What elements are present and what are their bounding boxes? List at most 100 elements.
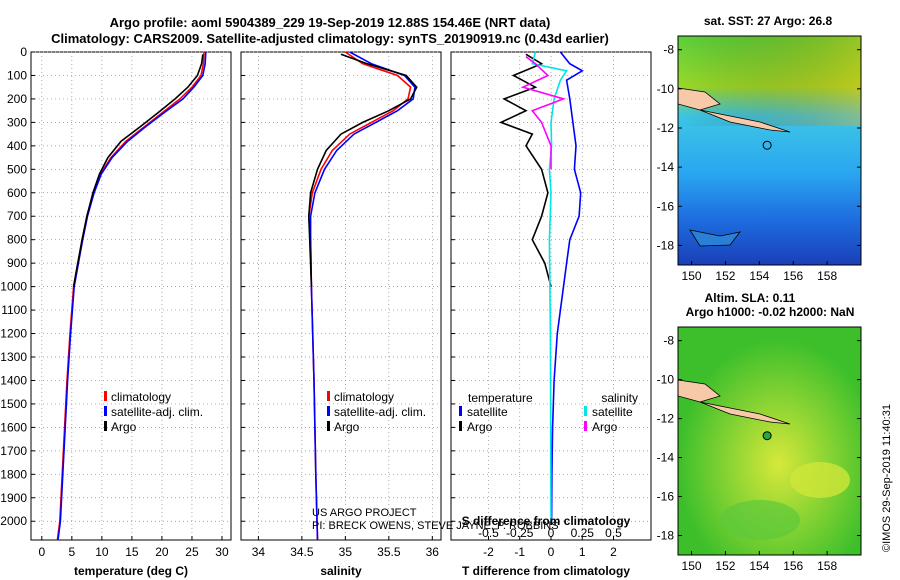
x-tick-label: 2: [610, 545, 617, 559]
legend-s-satellite-label: satellite: [592, 405, 633, 419]
legend-satellite-swatch: [327, 406, 330, 416]
y-tick-label: 100: [7, 68, 27, 82]
sst-warm-tint: [678, 36, 861, 126]
x-tick-label: 35.5: [377, 545, 401, 559]
legend-climatology-swatch: [327, 391, 330, 401]
legend-temperature-heading: temperature: [468, 391, 533, 405]
y-tick-label: 600: [7, 186, 27, 200]
lat-tick-label: -18: [657, 529, 675, 543]
y-tick-label: 1200: [0, 327, 27, 341]
y-tick-label: 900: [7, 256, 27, 270]
series-line: [72, 54, 204, 287]
temperature-panel-frame: [30, 51, 232, 541]
x-tick-label: 30: [215, 545, 229, 559]
sst-map-frame: [677, 35, 862, 266]
lon-tick-label: 152: [715, 269, 735, 283]
legend-t-argo-swatch: [459, 421, 462, 431]
x-tick-label: 15: [125, 545, 139, 559]
y-tick-label: 1000: [0, 280, 27, 294]
x-tick-label: -2: [483, 545, 494, 559]
y-tick-label: 1800: [0, 467, 27, 481]
lat-tick-label: -16: [657, 199, 675, 213]
x-tick-label: 25: [185, 545, 199, 559]
s-diff-tick-label: 0.5: [605, 526, 622, 540]
sst-map-ticks: 150 152 154 156 158 -8 -10 -12 -14 -16 -18: [657, 43, 861, 283]
lon-tick-label: 152: [715, 559, 735, 573]
legend-climatology-label: climatology: [111, 390, 171, 404]
lat-tick-label: -12: [657, 121, 675, 135]
x-tick-label: 0: [38, 545, 45, 559]
legend-t-argo-label: Argo: [467, 420, 493, 434]
lat-tick-label: -18: [657, 238, 675, 252]
series-line: [498, 53, 552, 287]
series-line: [56, 51, 205, 541]
y-tick-label: 400: [7, 139, 27, 153]
y-tick-label: 300: [7, 115, 27, 129]
salinity-xlabel: salinity: [320, 564, 362, 578]
series-line: [307, 53, 418, 287]
sla-blob: [790, 462, 850, 498]
x-tick-label: 10: [95, 545, 109, 559]
y-tick-label: 500: [7, 162, 27, 176]
sla-map-title2: Argo h1000: -0.02 h2000: NaN: [686, 305, 855, 319]
y-tick-label: 1700: [0, 444, 27, 458]
series-line: [309, 51, 416, 541]
lon-tick-label: 154: [749, 269, 769, 283]
series-line: [531, 51, 568, 522]
legend-satellite-swatch: [104, 406, 107, 416]
timestamp-text: ©IMOS 29-Sep-2019 11:40:31: [881, 404, 893, 552]
s-diff-tick-label: -0.25: [506, 526, 534, 540]
s-diff-tick-label: 0.25: [571, 526, 595, 540]
x-tick-label: -1: [514, 545, 525, 559]
lat-tick-label: -14: [657, 451, 675, 465]
y-tick-label: 2000: [0, 514, 27, 528]
lat-tick-label: -10: [657, 373, 675, 387]
lat-tick-label: -8: [663, 43, 674, 57]
y-tick-label: 1300: [0, 350, 27, 364]
y-tick-label: 1500: [0, 397, 27, 411]
grid-layer: [31, 51, 651, 540]
tick-layer: 0 5 10 15 20 25 30 34 34.5 35 35.5 36 -2 -1 0 1 20100200…: [0, 45, 622, 559]
sla-land-islands: [699, 401, 791, 425]
x-tick-label: 34.5: [290, 545, 314, 559]
lat-tick-label: -12: [657, 412, 675, 426]
y-tick-label: 800: [7, 233, 27, 247]
lat-tick-label: -14: [657, 160, 675, 174]
temperature-legend: climatology satellite-adj. clim. Argo: [104, 390, 203, 434]
series-line: [57, 51, 207, 541]
x-tick-label: 5: [68, 545, 75, 559]
x-tick-label: 35: [339, 545, 353, 559]
header-line1: Argo profile: aoml 5904389_229 19-Sep-20…: [110, 15, 551, 30]
series-line: [550, 51, 584, 522]
difference-legend: temperature salinity satellite Argo sate…: [459, 391, 638, 434]
sla-float-marker: [762, 431, 772, 441]
difference-xlabel: T difference from climatology: [462, 564, 630, 578]
legend-satellite-label: satellite-adj. clim.: [334, 405, 426, 419]
s-diff-tick-label: -0.5: [478, 526, 499, 540]
header-line2: Climatology: CARS2009. Satellite-adjuste…: [51, 31, 609, 46]
lon-tick-label: 156: [783, 269, 803, 283]
curve-layer: [56, 51, 584, 541]
sla-map-frame: [677, 326, 862, 556]
x-tick-label: 1: [579, 545, 586, 559]
y-tick-label: 1400: [0, 373, 27, 387]
legend-salinity-heading: salinity: [601, 391, 638, 405]
sla-map: 150 152 154 156 158 -8 -10 -12 -14 -16 -18: [657, 326, 862, 573]
s-difference-label: S difference from climatology: [462, 514, 631, 528]
salinity-panel-frame: [240, 51, 442, 541]
series-line: [520, 56, 567, 170]
sst-land-newguinea: [678, 87, 721, 111]
y-tick-label: 700: [7, 209, 27, 223]
lat-tick-label: -10: [657, 82, 675, 96]
legend-s-argo-label: Argo: [592, 420, 618, 434]
sst-land-islands: [699, 109, 791, 133]
sst-map-title: sat. SST: 27 Argo: 26.8: [704, 14, 833, 28]
legend-t-satellite-label: satellite: [467, 405, 508, 419]
s-diff-tick-label: 0: [548, 526, 555, 540]
lon-tick-label: 150: [682, 559, 702, 573]
legend-argo-swatch: [327, 421, 330, 431]
y-tick-label: 0: [20, 45, 27, 59]
sst-float-marker: [762, 140, 772, 150]
legend-s-satellite-swatch: [584, 406, 587, 416]
legend-argo-swatch: [104, 421, 107, 431]
